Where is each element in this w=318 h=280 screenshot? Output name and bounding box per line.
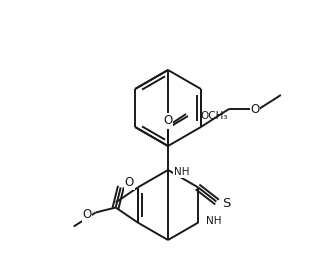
Text: O: O	[82, 208, 92, 221]
Text: OCH₃: OCH₃	[200, 111, 227, 121]
Text: O: O	[164, 118, 172, 128]
Text: S: S	[222, 197, 231, 210]
Text: O: O	[250, 102, 259, 116]
Text: O: O	[163, 113, 173, 127]
Text: O: O	[125, 176, 134, 189]
Text: NH: NH	[174, 167, 190, 177]
Text: NH: NH	[206, 216, 222, 225]
